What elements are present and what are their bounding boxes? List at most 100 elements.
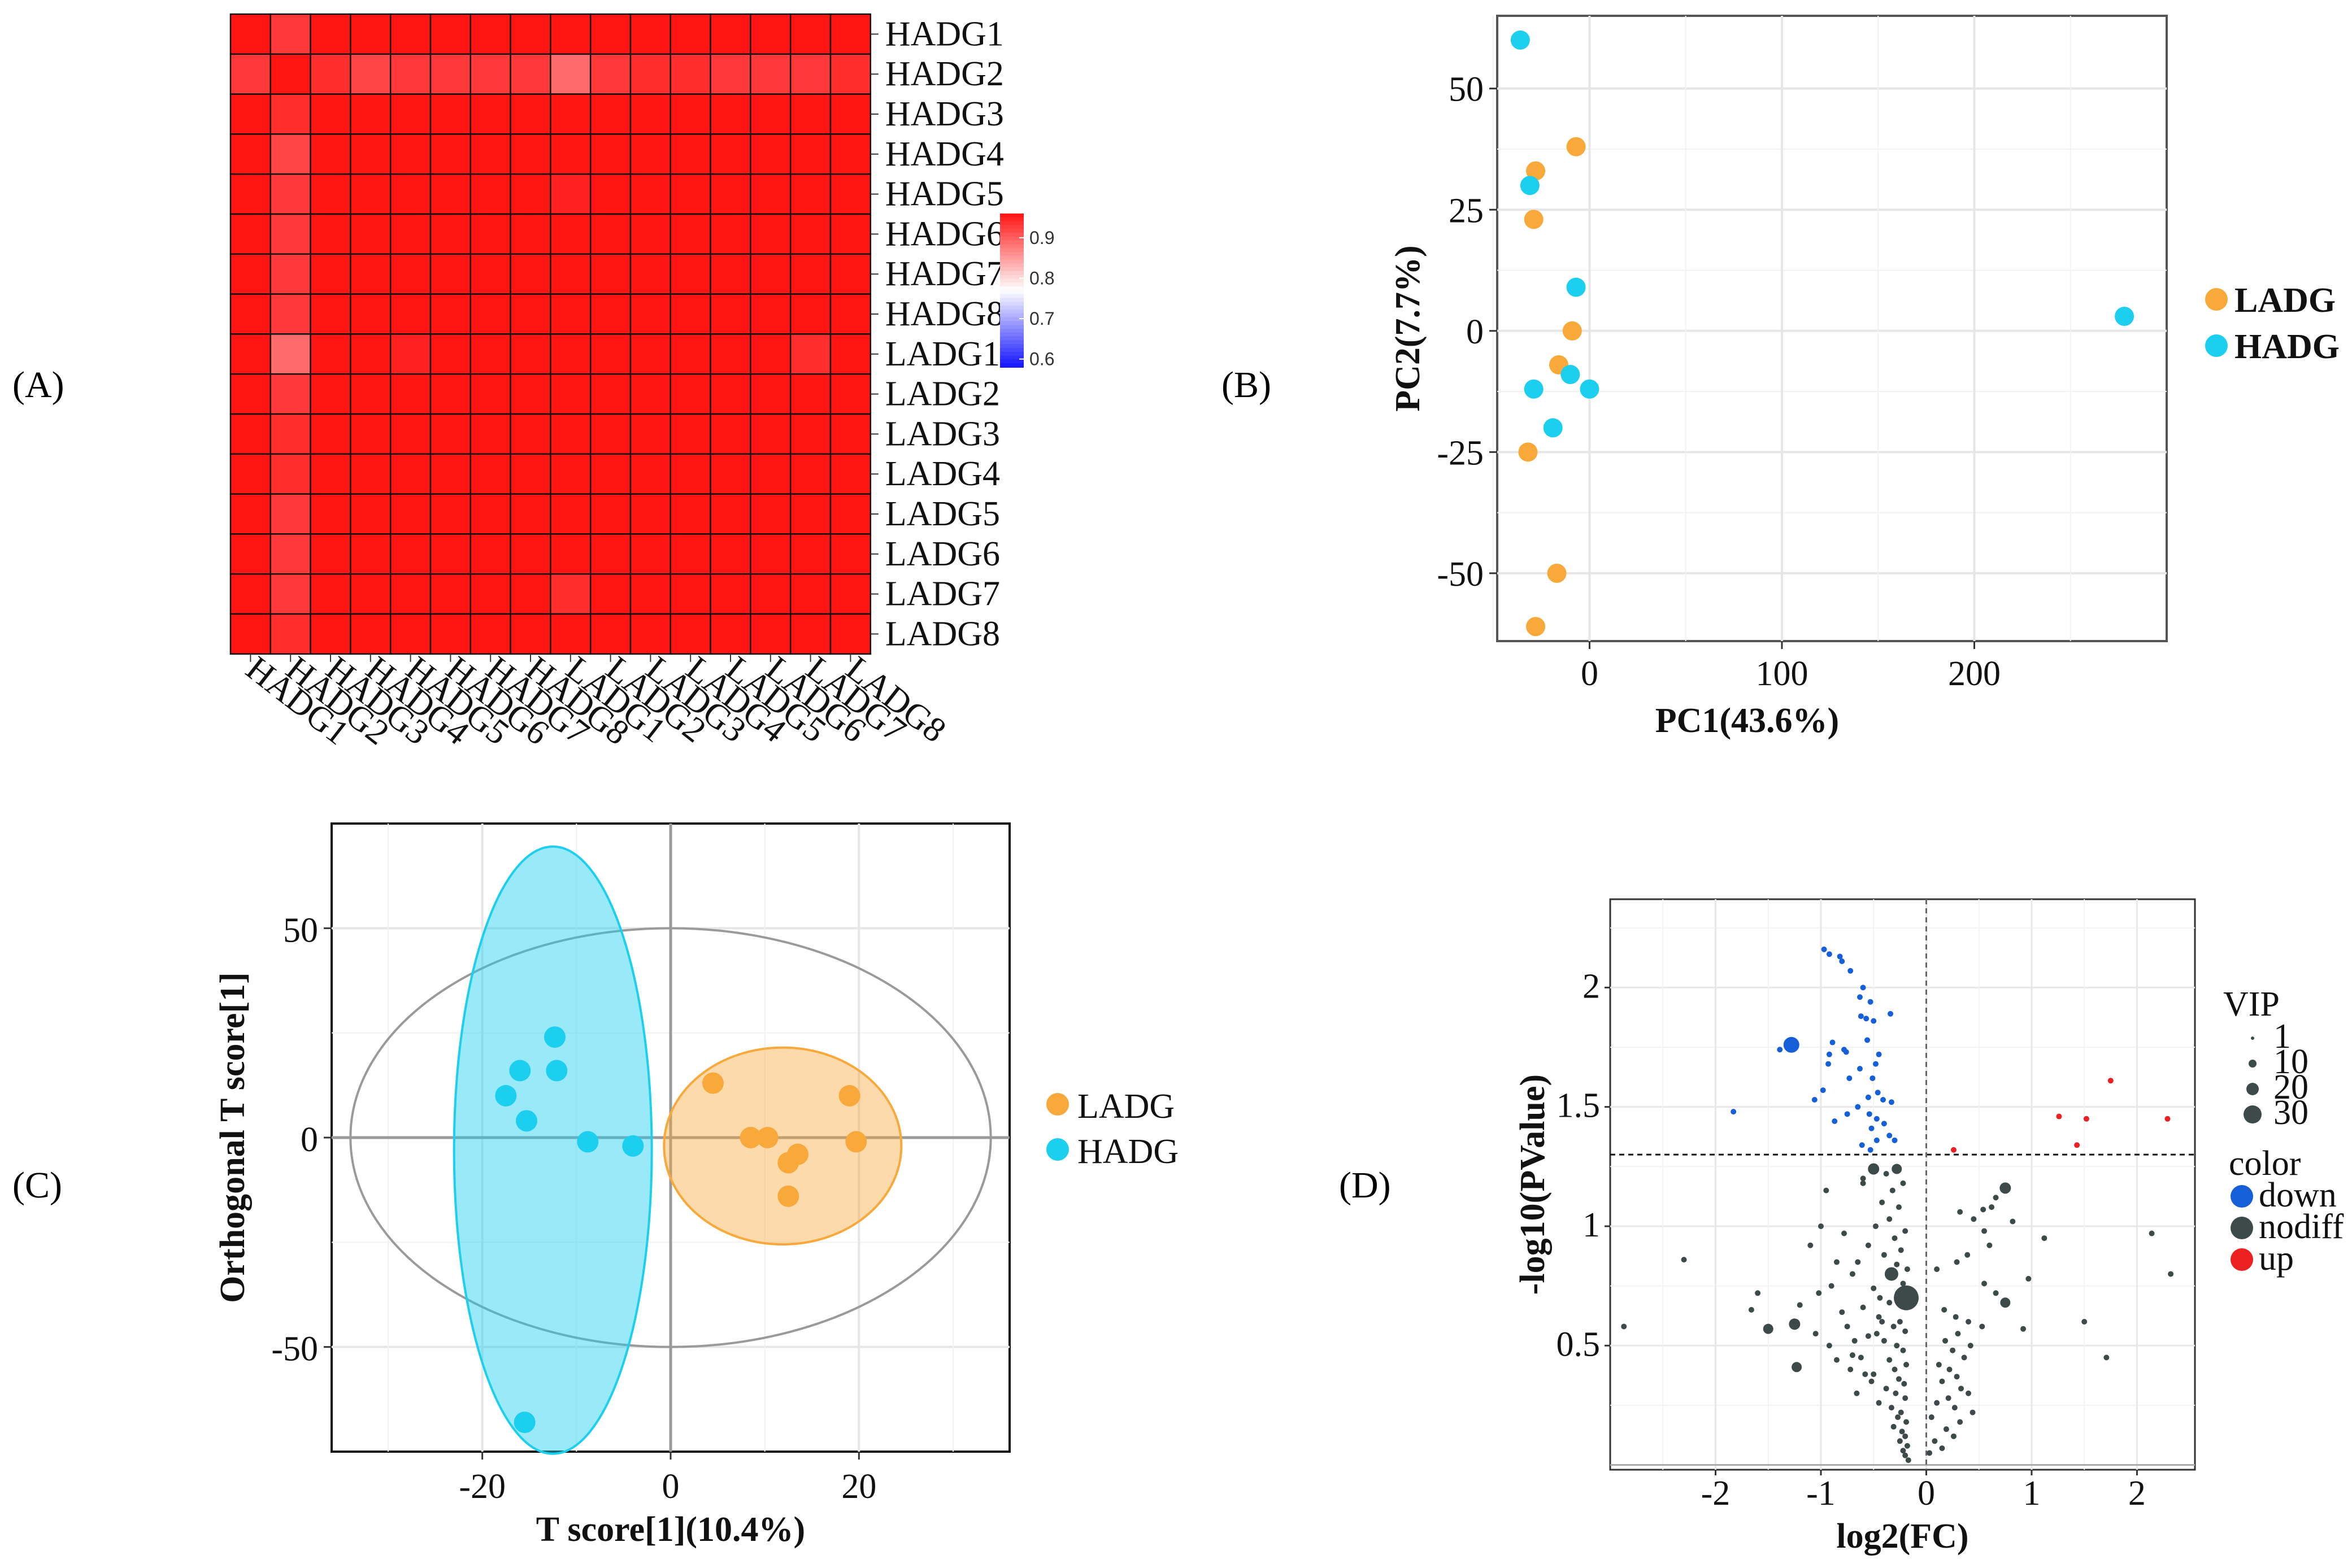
legend-color-marker	[2231, 1248, 2253, 1271]
data-point	[1897, 1438, 1903, 1444]
data-point	[1748, 1306, 1754, 1313]
heatmap-cell	[469, 613, 511, 655]
heatmap-cell	[350, 333, 392, 375]
heatmap-cell	[350, 293, 392, 335]
heatmap-cell	[510, 413, 551, 455]
heatmap-cell	[629, 173, 672, 215]
data-point	[1821, 946, 1827, 952]
data-point	[2149, 1230, 2155, 1236]
data-point	[1886, 1357, 1893, 1363]
colorbar-segment	[1000, 332, 1024, 337]
colorbar-segment	[1000, 252, 1024, 256]
x-tick-label: 100	[1755, 655, 1808, 693]
x-tick-label: 0	[1581, 655, 1598, 693]
row-label: LADG5	[885, 495, 1000, 533]
data-point	[1844, 1323, 1850, 1330]
data-point	[1867, 999, 1873, 1005]
heatmap-cell	[629, 493, 672, 535]
heatmap-cell	[750, 413, 792, 455]
data-point	[1903, 1362, 1910, 1368]
data-point	[1857, 994, 1863, 1000]
data-point	[1903, 1419, 1910, 1425]
heatmap-cell	[550, 93, 592, 135]
data-point	[1812, 1331, 1819, 1337]
heatmap-cell	[710, 573, 751, 615]
heatmap-cell	[589, 613, 632, 655]
data-point	[1894, 1261, 1900, 1268]
heatmap-cell	[269, 53, 311, 95]
heatmap-cell	[350, 613, 392, 655]
data-point	[1883, 1386, 1889, 1392]
y-tick-label: 0.5	[1557, 1325, 1601, 1364]
heatmap-cell	[389, 13, 432, 55]
heatmap-cell	[389, 613, 432, 655]
data-point	[1980, 1207, 1986, 1213]
data-point	[1839, 958, 1845, 964]
heatmap-cell	[389, 133, 432, 175]
y-tick-label: 1.5	[1557, 1087, 1601, 1125]
heatmap-cell	[310, 213, 351, 255]
data-point	[1526, 161, 1546, 181]
data-point	[1621, 1323, 1627, 1330]
legend-vip-marker	[2251, 1036, 2254, 1040]
data-point	[1825, 1061, 1832, 1067]
heatmap-cell	[310, 13, 351, 55]
data-point	[2010, 1218, 2016, 1225]
data-point	[1902, 1228, 1908, 1234]
data-point	[1763, 1323, 1773, 1334]
data-point	[1954, 1374, 1960, 1380]
data-point	[1901, 1380, 1907, 1387]
data-point	[2107, 1078, 2114, 1084]
heatmap-cell	[269, 413, 311, 455]
heatmap-cell	[750, 253, 792, 295]
data-point	[1847, 968, 1854, 974]
legend-vip-marker	[2249, 1060, 2257, 1068]
data-point	[509, 1060, 531, 1082]
heatmap-cell	[750, 333, 792, 375]
heatmap-cell	[429, 413, 472, 455]
heatmap-cell	[229, 373, 272, 415]
heatmap-cell	[829, 93, 872, 135]
colorbar-segment	[1000, 214, 1024, 218]
x-tick-label: 0	[1918, 1474, 1935, 1513]
heatmap-cell	[310, 573, 351, 615]
data-point	[1566, 137, 1586, 156]
heatmap-cell	[789, 213, 832, 255]
colorbar-segment	[1000, 325, 1024, 329]
heatmap-cell	[710, 53, 751, 95]
heatmap-cell	[229, 413, 272, 455]
data-point	[1865, 1242, 1871, 1248]
data-point	[1520, 176, 1540, 195]
heatmap-cell	[469, 253, 511, 295]
data-point	[1865, 1333, 1871, 1339]
heatmap-cell	[829, 133, 872, 175]
data-point	[1849, 1352, 1855, 1358]
legend-color-marker	[2231, 1217, 2253, 1239]
heatmap-cell	[550, 533, 592, 575]
data-point	[1876, 1051, 1882, 1057]
heatmap-cell	[429, 373, 472, 415]
legend-marker	[1046, 1138, 1069, 1161]
heatmap-cell	[310, 333, 351, 375]
heatmap-cell	[389, 533, 432, 575]
legend-label: LADG	[1077, 1087, 1175, 1126]
row-label: LADG6	[885, 535, 1000, 573]
heatmap-cell	[550, 413, 592, 455]
heatmap-cell	[829, 453, 872, 495]
data-point	[1879, 1318, 1885, 1325]
y-tick-label: 50	[1449, 71, 1484, 109]
heatmap-cell	[429, 13, 472, 55]
heatmap-cell	[669, 573, 711, 615]
heatmap-cell	[710, 413, 751, 455]
heatmap-cell	[510, 613, 551, 655]
heatmap-cell	[669, 333, 711, 375]
data-point	[1970, 1409, 1976, 1415]
heatmap-cell	[589, 173, 632, 215]
heatmap-cell	[789, 173, 832, 215]
heatmap-cell	[350, 373, 392, 415]
heatmap-cell	[269, 93, 311, 135]
heatmap-cell	[350, 493, 392, 535]
data-point	[1843, 1049, 1849, 1055]
y-tick-label: 0	[1466, 313, 1484, 351]
heatmap-cell	[789, 613, 832, 655]
